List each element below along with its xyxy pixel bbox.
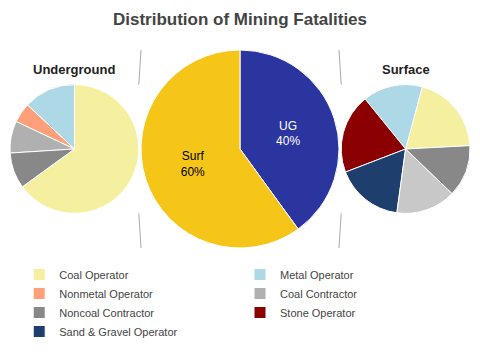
svg-text:Surface: Surface (382, 62, 430, 77)
svg-text:Underground: Underground (33, 62, 115, 77)
svg-text:Metal Operator: Metal Operator (280, 269, 354, 281)
svg-text:Coal Contractor: Coal Contractor (280, 288, 357, 300)
svg-text:Coal Operator: Coal Operator (59, 269, 128, 281)
svg-text:UG40%: UG40% (276, 119, 300, 149)
svg-text:Surf60%: Surf60% (181, 149, 205, 179)
svg-text:Stone Operator: Stone Operator (280, 307, 356, 319)
svg-text:Distribution of Mining Fatalit: Distribution of Mining Fatalities (113, 10, 367, 29)
svg-text:Nonmetal Operator: Nonmetal Operator (59, 288, 153, 300)
svg-text:Noncoal Contractor: Noncoal Contractor (59, 307, 154, 319)
svg-text:Sand & Gravel Operator: Sand & Gravel Operator (59, 326, 177, 338)
